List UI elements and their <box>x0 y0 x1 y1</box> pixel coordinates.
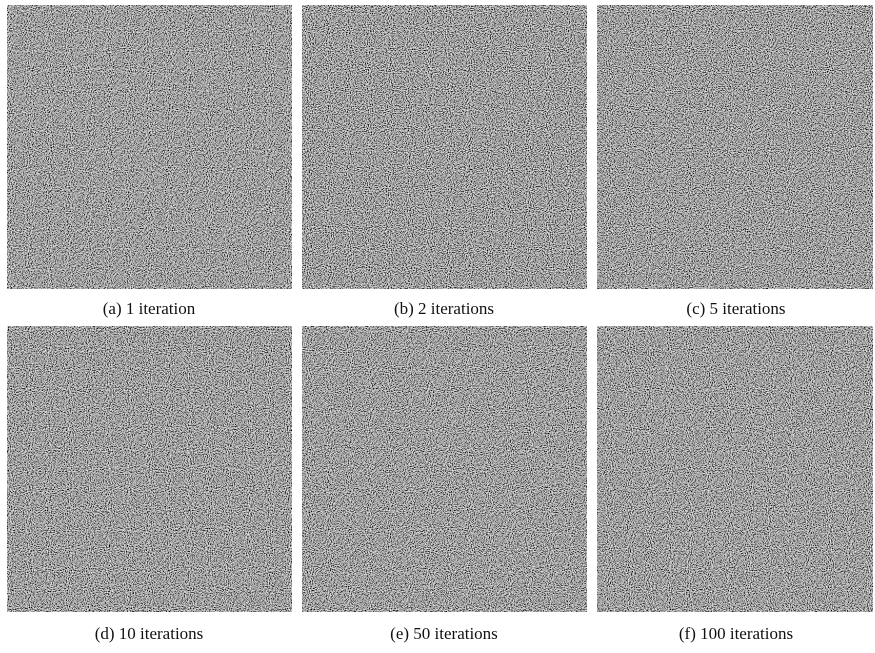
noise-image <box>7 326 292 612</box>
figure: (a) 1 iteration (b) 2 iterations (c) 5 i… <box>0 0 875 653</box>
noise-image <box>597 326 873 612</box>
caption: (c) 5 iterations <box>686 299 785 318</box>
caption: (a) 1 iteration <box>103 299 196 318</box>
noise-image <box>302 326 587 612</box>
caption: (e) 50 iterations <box>390 624 498 643</box>
caption: (b) 2 iterations <box>394 299 494 318</box>
noise-image <box>302 5 587 289</box>
noise-image <box>7 5 292 289</box>
noise-image <box>597 5 873 289</box>
caption: (f) 100 iterations <box>679 624 793 643</box>
caption: (d) 10 iterations <box>95 624 204 643</box>
